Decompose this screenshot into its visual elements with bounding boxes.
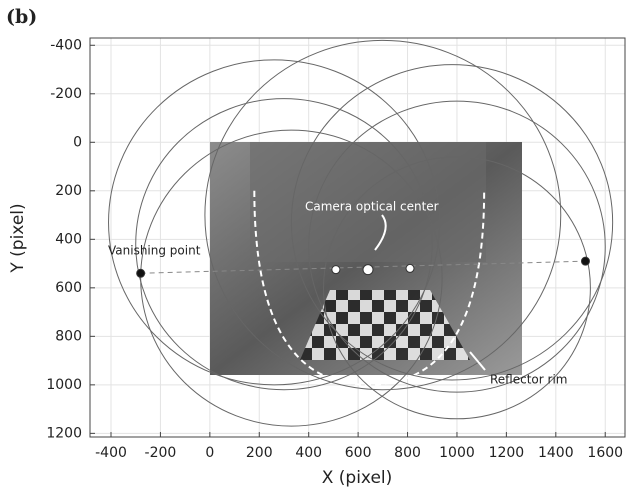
y-axis-title: Y (pixel) [8, 203, 28, 273]
x-tick-label: 1600 [587, 445, 623, 461]
x-tick-label: 1000 [439, 445, 475, 461]
point [581, 257, 589, 265]
y-tick-label: -400 [50, 37, 82, 53]
annotation: Vanishing point [108, 244, 201, 258]
point [406, 264, 414, 272]
y-tick-label: 200 [55, 183, 82, 199]
annotation: Reflector rim [490, 373, 567, 387]
annotation: Camera optical center [305, 200, 439, 214]
y-tick-label: 1000 [46, 377, 82, 393]
point [332, 266, 340, 274]
x-tick-label: 600 [345, 445, 372, 461]
panel-label: (b) [6, 6, 37, 28]
x-tick-label: 1400 [538, 445, 574, 461]
x-tick-label: 800 [394, 445, 421, 461]
y-tick-label: -200 [50, 86, 82, 102]
x-axis-title: X (pixel) [322, 468, 393, 488]
y-tick-label: 600 [55, 280, 82, 296]
chart: (b) X (pixel) Y (pixel) Vanishing point … [0, 0, 640, 490]
y-tick-label: 0 [73, 134, 82, 150]
point [137, 269, 145, 277]
photo [210, 142, 522, 375]
y-tick-label: 800 [55, 328, 82, 344]
x-tick-label: -400 [95, 445, 127, 461]
x-tick-label: 1200 [489, 445, 525, 461]
y-tick-label: 400 [55, 231, 82, 247]
x-tick-label: 200 [246, 445, 273, 461]
y-tick-label: 1200 [46, 425, 82, 441]
x-tick-label: -200 [145, 445, 177, 461]
x-tick-label: 400 [295, 445, 322, 461]
point [363, 265, 373, 275]
x-tick-label: 0 [205, 445, 214, 461]
